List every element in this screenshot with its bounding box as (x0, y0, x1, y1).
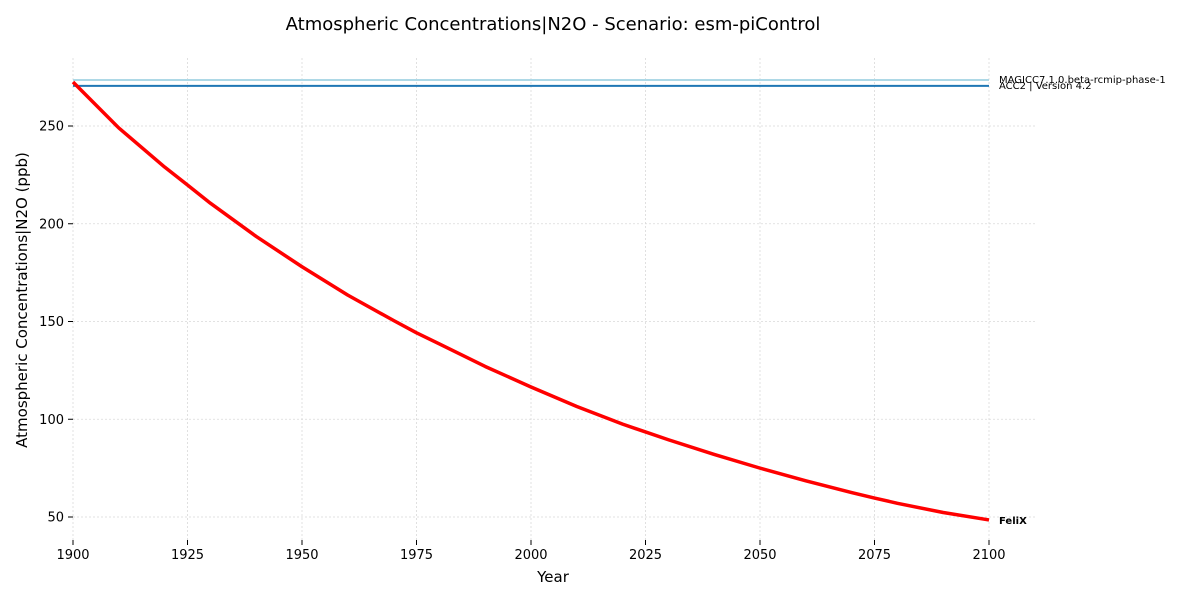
x-tick-label: 1950 (285, 548, 318, 563)
x-tick-label: 1925 (171, 548, 204, 563)
x-tick-label: 2025 (629, 548, 662, 563)
y-axis-label: Atmospheric Concentrations|N2O (ppb) (13, 152, 31, 448)
y-tick-label: 150 (39, 315, 64, 330)
x-tick-label: 1975 (400, 548, 433, 563)
y-tick-label: 250 (39, 120, 64, 135)
series-layer (71, 79, 990, 522)
series-label-acc2-version-4-2: ACC2 | Version 4.2 (999, 81, 1092, 92)
y-axis-ticks: 50 100 150 200 250 (39, 120, 73, 526)
grid-layer (72, 58, 1035, 540)
x-tick-label: 1900 (56, 548, 89, 563)
x-tick-label: 2075 (858, 548, 891, 563)
y-tick-label: 50 (47, 511, 64, 526)
y-tick-label: 100 (39, 413, 64, 428)
series-label-magicc7-1-0-beta-rcmip-phase-1: MAGICC7.1.0.beta-rcmip-phase-1 (999, 75, 1166, 86)
x-tick-label: 2050 (743, 548, 776, 563)
x-axis-label: Year (536, 568, 570, 586)
y-tick-label: 200 (39, 217, 64, 232)
series-line-felix (71, 80, 990, 522)
x-tick-label: 2100 (972, 548, 1005, 563)
series-label-felix: FeliX (999, 516, 1027, 527)
x-tick-label: 2000 (514, 548, 547, 563)
x-axis-ticks: 1900 1925 1950 1975 2000 2025 2050 2075 2100 (56, 540, 1006, 563)
chart-title: Atmospheric Concentrations|N2O - Scenari… (286, 14, 821, 35)
